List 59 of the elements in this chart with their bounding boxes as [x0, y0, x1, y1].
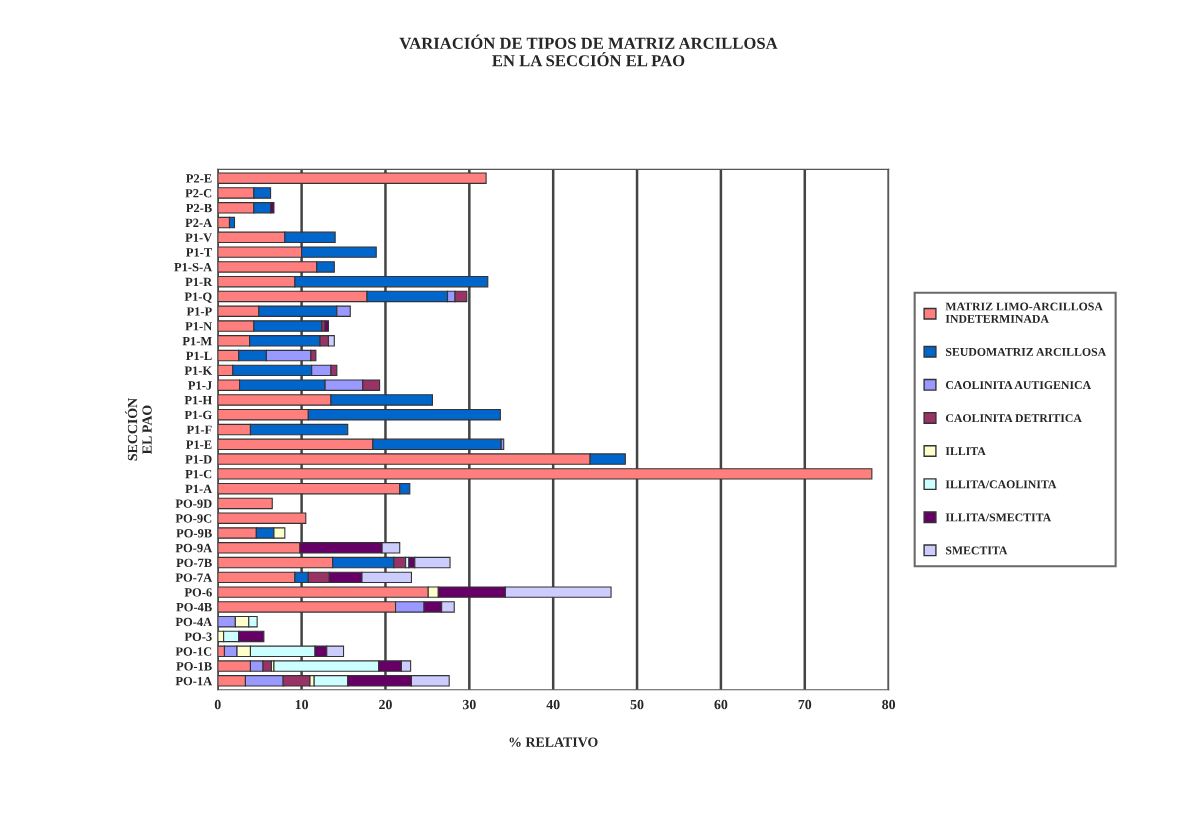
y-tick-label: P2-C [185, 189, 212, 198]
x-tick-label: 60 [714, 699, 728, 710]
legend-label: SEUDOMATRIZ ARCILLOSA [945, 347, 1107, 356]
y-tick-label: P1-S-A [174, 262, 213, 272]
y-tick-label: P1-R [185, 277, 213, 287]
y-tick-label: PO-4A [175, 617, 213, 627]
x-tick-label: 80 [882, 699, 896, 710]
y-tick-label: P1-V [185, 233, 213, 242]
legend-label: SMECTITA [945, 546, 1008, 555]
y-tick-label: P1-F [186, 425, 212, 434]
y-tick-label: P1-M [182, 336, 212, 346]
y-tick-label: P1-P [186, 307, 212, 316]
y-tick-label: PO-4B [176, 602, 212, 612]
y-tick-label: P1-C [185, 469, 212, 479]
y-tick-label: PO-1B [176, 662, 212, 671]
x-tick-label: 10 [295, 699, 309, 710]
x-tick-label: 0 [214, 699, 221, 710]
y-axis-title: SECCIÓN EL PAO [125, 398, 152, 461]
y-tick-label: PO-9A [175, 543, 213, 553]
y-tick-label: PO-7B [176, 558, 212, 568]
legend-label: MATRIZ LIMO-ARCILLOSA INDETERMINADA [945, 302, 1103, 323]
bar [217, 172, 487, 184]
y-tick-label: P1-K [184, 366, 213, 375]
y-tick-label: PO-9B [176, 529, 212, 538]
x-tick-label: 70 [798, 699, 812, 710]
y-tick-label: PO-3 [184, 632, 212, 641]
bar [217, 512, 307, 524]
y-tick-label: PO-9D [175, 499, 212, 508]
x-tick-label: 40 [546, 699, 560, 710]
y-tick-label: P1-G [184, 410, 212, 420]
x-tick-label: 30 [462, 699, 476, 710]
x-tick-label: 50 [630, 699, 644, 710]
legend-label: CAOLINITA DETRITICA [945, 414, 1082, 423]
chart-title: VARIACIÓN DE TIPOS DE MATRIZ ARCILLOSA EN LA SECCIÓN EL PAO [399, 34, 778, 67]
y-tick-label: P1-T [186, 248, 212, 257]
y-tick-label: P1-D [185, 455, 212, 464]
x-tick-label: 20 [379, 699, 392, 710]
bar [217, 468, 873, 480]
bar [217, 497, 273, 510]
y-tick-label: P1-Q [184, 292, 212, 303]
y-tick-label: PO-1C [175, 647, 212, 656]
y-tick-label: PO-1A [175, 676, 213, 686]
y-tick-label: PO-6 [184, 588, 212, 597]
legend-label: ILLITA/SMECTITA [945, 513, 1052, 522]
y-tick-label: P1-A [185, 484, 213, 493]
y-tick-label: P2-E [186, 174, 212, 183]
y-tick-label: P1-N [185, 322, 213, 331]
legend-label: CAOLINITA AUTIGENICA [945, 381, 1092, 390]
y-tick-label: P1-J [188, 381, 212, 390]
x-axis-title: % RELATIVO [509, 737, 598, 747]
y-tick-label: P1-E [186, 440, 212, 449]
y-tick-label: P2-B [186, 203, 212, 213]
legend-label: ILLITA/CAOLINITA [945, 480, 1057, 489]
y-tick-label: P1-H [184, 396, 212, 405]
y-tick-label: PO-9C [175, 514, 212, 523]
y-tick-label: P1-L [186, 351, 212, 360]
y-tick-label: P2-A [185, 218, 213, 227]
y-tick-label: PO-7A [175, 573, 213, 582]
legend-label: ILLITA [945, 447, 986, 456]
